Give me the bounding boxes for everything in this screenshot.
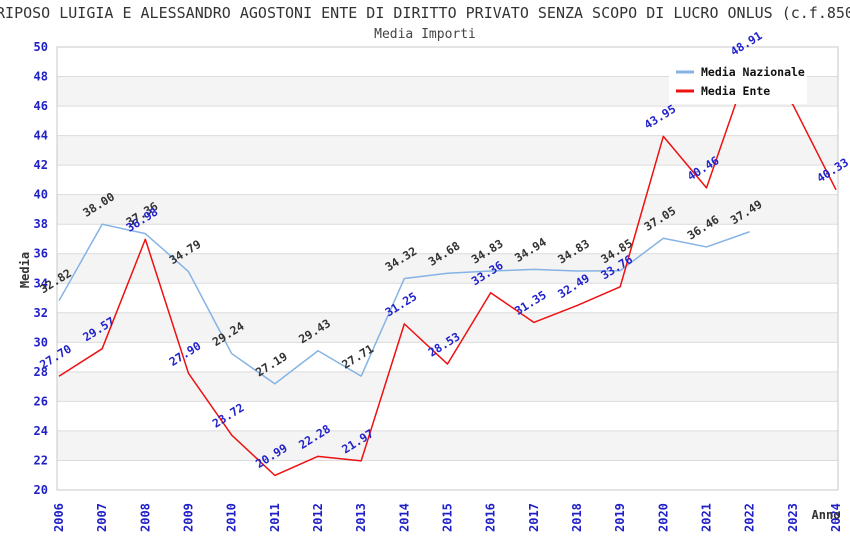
x-tick-label: 2024 — [829, 503, 843, 532]
plot-band — [57, 253, 838, 284]
y-tick-label: 24 — [34, 424, 48, 438]
legend-background — [669, 60, 807, 104]
legend: Media Nazionale Media Ente — [669, 60, 807, 104]
y-tick-label: 30 — [34, 335, 48, 349]
point-label: 23.72 — [210, 400, 247, 430]
y-tick-label: 46 — [34, 99, 48, 113]
plot-border — [56, 46, 839, 491]
y-tick-label: 36 — [34, 247, 48, 261]
x-tick-label: 2022 — [743, 503, 757, 532]
y-tick-label: 22 — [34, 453, 48, 467]
plot-band — [57, 430, 838, 461]
plot-band — [57, 371, 838, 402]
y-tick-label: 28 — [34, 365, 48, 379]
legend-label-media-nazionale: Media Nazionale — [701, 65, 805, 79]
point-label: 32.82 — [37, 266, 74, 296]
x-tick-label: 2012 — [311, 503, 325, 532]
series-line-media-nazionale — [58, 223, 750, 385]
plot-band — [57, 194, 838, 225]
y-tick-label: 38 — [34, 217, 48, 231]
x-tick-label: 2007 — [95, 503, 109, 532]
y-tick-label: 42 — [34, 158, 48, 172]
plot-band — [57, 135, 838, 166]
x-tick-label: 2016 — [484, 503, 498, 532]
x-tick-label: 2006 — [52, 503, 66, 532]
x-axis-title: Anno — [812, 508, 841, 522]
x-tick-label: 2023 — [786, 503, 800, 532]
x-tick-label: 2008 — [138, 503, 152, 532]
y-tick-label: 34 — [34, 276, 48, 290]
y-tick-label: 40 — [34, 188, 48, 202]
x-tick-label: 2017 — [527, 503, 541, 532]
y-tick-label: 48 — [34, 70, 48, 84]
y-tick-label: 26 — [34, 394, 48, 408]
point-label: 27.71 — [339, 341, 376, 371]
x-tick-label: 2014 — [397, 503, 411, 532]
x-tick-label: 2015 — [441, 503, 455, 532]
x-tick-label: 2011 — [268, 503, 282, 532]
series-line-media-ente — [58, 62, 837, 477]
point-label: 48.91 — [728, 28, 765, 58]
chart-title-row: RIPOSO LUIGIA E ALESSANDRO AGOSTONI ENTE… — [0, 4, 850, 24]
legend-label-media-ente: Media Ente — [701, 84, 770, 98]
x-tick-label: 2013 — [354, 503, 368, 532]
y-tick-label: 50 — [34, 40, 48, 54]
x-tick-label: 2009 — [182, 503, 196, 532]
x-tick-label: 2020 — [656, 503, 670, 532]
y-tick-label: 20 — [34, 483, 48, 497]
y-tick-label: 32 — [34, 306, 48, 320]
x-tick-label: 2010 — [225, 503, 239, 532]
x-tick-label: 2019 — [613, 503, 627, 532]
y-tick-label: 44 — [34, 129, 48, 143]
plot-band — [57, 312, 838, 343]
chart-subtitle: Media Importi — [374, 27, 476, 42]
y-axis-title: Media — [18, 252, 32, 288]
chart-title: RIPOSO LUIGIA E ALESSANDRO AGOSTONI ENTE… — [0, 4, 850, 22]
x-tick-label: 2021 — [700, 503, 714, 532]
x-tick-label: 2018 — [570, 503, 584, 532]
